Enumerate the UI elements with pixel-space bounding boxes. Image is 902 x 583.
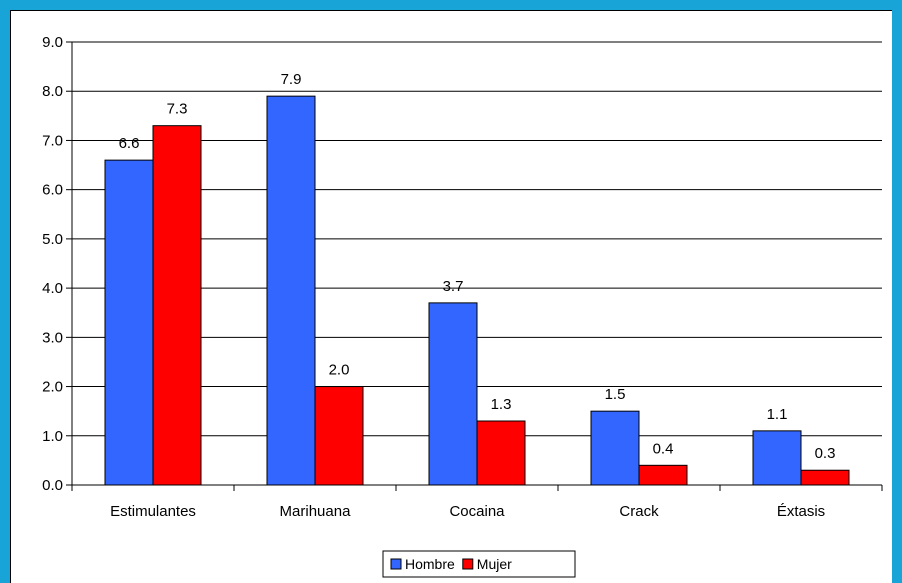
data-label-hombre-estimulantes: 6.6 — [119, 135, 140, 152]
data-label-hombre-extasis: 1.1 — [767, 406, 788, 423]
data-label-hombre-cocaina: 3.7 — [443, 278, 464, 295]
bar-mujer-estimulantes — [152, 125, 202, 486]
category-label-estimulantes: Estimulantes — [110, 503, 196, 520]
category-label-marihuana: Marihuana — [280, 503, 352, 520]
bar-mujer-cocaina — [476, 420, 526, 486]
legend: Hombre Mujer — [382, 550, 576, 578]
bar-mujer-extasis — [800, 469, 850, 486]
bar-hombre-crack — [590, 410, 640, 486]
y-tick-label: 5.0 — [42, 231, 63, 248]
x-axis-category-labels: Estimulantes Marihuana Cocaina Crack Éxtasis — [110, 503, 825, 520]
bar-hombre-estimulantes — [104, 159, 154, 486]
bar-mujer-marihuana — [314, 386, 364, 486]
data-label-mujer-estimulantes: 7.3 — [167, 101, 188, 118]
axes — [66, 42, 883, 491]
y-tick-label: 4.0 — [42, 280, 63, 297]
y-tick-label: 7.0 — [42, 132, 63, 149]
y-tick-label: 0.0 — [42, 477, 63, 494]
y-tick-label: 6.0 — [42, 182, 63, 199]
bars — [104, 95, 850, 486]
y-tick-label: 3.0 — [42, 329, 63, 346]
category-label-cocaina: Cocaina — [449, 503, 505, 520]
category-label-extasis: Éxtasis — [777, 503, 825, 520]
y-tick-label: 9.0 — [42, 34, 63, 51]
legend-swatch-hombre — [390, 558, 402, 570]
y-tick-label: 2.0 — [42, 379, 63, 396]
bar-hombre-cocaina — [428, 302, 478, 486]
chart-area: 0.0 1.0 2.0 3.0 4.0 5.0 6.0 7.0 8.0 9.0 6.6 7.3 7.9… — [10, 10, 892, 583]
y-tick-label: 1.0 — [42, 428, 63, 445]
legend-swatch-mujer — [462, 558, 474, 570]
data-labels: 6.6 7.3 7.9 2.0 3.7 1.3 1.5 0.4 1.1 0.3 — [119, 71, 836, 462]
legend-label-hombre: Hombre — [405, 556, 455, 572]
data-label-mujer-extasis: 0.3 — [815, 445, 836, 462]
y-tick-label: 8.0 — [42, 83, 63, 100]
bar-mujer-crack — [638, 464, 688, 486]
bar-hombre-extasis — [752, 430, 802, 486]
legend-label-mujer: Mujer — [477, 556, 512, 572]
bar-chart: 0.0 1.0 2.0 3.0 4.0 5.0 6.0 7.0 8.0 9.0 6.6 7.3 7.9… — [42, 34, 883, 578]
legend-box — [382, 550, 576, 578]
data-label-hombre-marihuana: 7.9 — [281, 71, 302, 88]
data-label-mujer-crack: 0.4 — [653, 440, 674, 457]
data-label-mujer-cocaina: 1.3 — [491, 396, 512, 413]
category-label-crack: Crack — [619, 503, 659, 520]
y-axis-tick-labels: 0.0 1.0 2.0 3.0 4.0 5.0 6.0 7.0 8.0 9.0 — [42, 34, 63, 494]
bar-hombre-marihuana — [266, 95, 316, 486]
data-label-hombre-crack: 1.5 — [605, 386, 626, 403]
data-label-mujer-marihuana: 2.0 — [329, 362, 350, 379]
